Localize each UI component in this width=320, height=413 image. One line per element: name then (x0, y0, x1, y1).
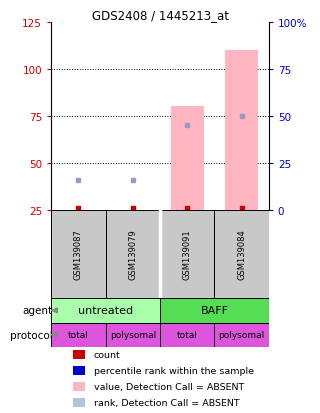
Text: untreated: untreated (78, 306, 133, 316)
Text: GSM139084: GSM139084 (237, 229, 246, 280)
Bar (73, 382, 85, 391)
Text: GSM139079: GSM139079 (128, 229, 137, 280)
Bar (160, 299, 269, 323)
Bar (51, 299, 160, 323)
Text: BAFF: BAFF (200, 306, 228, 316)
Text: agent: agent (22, 306, 52, 316)
Text: GSM139087: GSM139087 (74, 229, 83, 280)
Bar (51, 323, 106, 347)
Text: rank, Detection Call = ABSENT: rank, Detection Call = ABSENT (94, 398, 239, 407)
Title: GDS2408 / 1445213_at: GDS2408 / 1445213_at (92, 9, 228, 21)
Bar (160, 210, 214, 299)
Bar (51, 210, 106, 299)
Text: total: total (68, 330, 89, 339)
Text: polysomal: polysomal (110, 330, 156, 339)
Text: count: count (94, 350, 120, 359)
Text: value, Detection Call = ABSENT: value, Detection Call = ABSENT (94, 382, 244, 391)
Bar (214, 323, 269, 347)
Text: total: total (177, 330, 198, 339)
Text: GSM139091: GSM139091 (183, 229, 192, 280)
Text: polysomal: polysomal (219, 330, 265, 339)
Bar (214, 210, 269, 299)
Bar (171, 107, 204, 210)
Bar (106, 210, 160, 299)
Bar (73, 366, 85, 375)
Bar (73, 350, 85, 359)
Bar (160, 323, 214, 347)
Bar (225, 51, 258, 210)
Bar (73, 399, 85, 407)
Bar (106, 323, 160, 347)
Text: protocol: protocol (10, 330, 52, 340)
Text: percentile rank within the sample: percentile rank within the sample (94, 366, 254, 375)
